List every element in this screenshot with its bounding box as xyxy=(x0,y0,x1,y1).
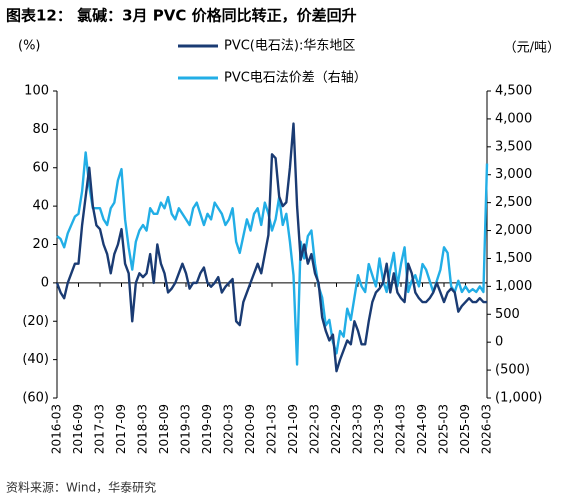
x-tick-label: 2022-09 xyxy=(329,404,343,454)
x-tick-label: 2024-03 xyxy=(394,404,408,454)
x-tick-label: 2022-03 xyxy=(308,404,322,454)
y-tick-label: (40) xyxy=(22,352,49,367)
y2-tick-label: (1,000) xyxy=(495,391,542,406)
y-tick-label: 80 xyxy=(32,122,49,137)
y-tick-label: (20) xyxy=(22,314,49,329)
y2-tick-label: 500 xyxy=(495,307,520,322)
y-tick-label: 20 xyxy=(32,237,49,252)
y-tick-label: 100 xyxy=(24,84,49,99)
x-tick-label: 2017-09 xyxy=(114,404,128,454)
y-tick-label: (60) xyxy=(22,391,49,406)
y2-axis-label: （元/吨） xyxy=(504,41,560,56)
x-tick-label: 2016-03 xyxy=(50,404,64,454)
y2-tick-label: 0 xyxy=(495,335,503,350)
x-tick-label: 2026-03 xyxy=(480,404,494,454)
y2-tick-label: 2,000 xyxy=(495,223,532,238)
x-tick-label: 2021-03 xyxy=(265,404,279,454)
x-tick-label: 2018-03 xyxy=(136,404,150,454)
legend-label: PVC(电石法):华东地区 xyxy=(224,39,355,54)
series-line xyxy=(55,122,487,373)
x-tick-label: 2023-03 xyxy=(351,404,365,454)
y-tick-label: 0 xyxy=(41,275,49,290)
x-tick-label: 2016-09 xyxy=(71,404,85,454)
y2-tick-label: 3,500 xyxy=(495,139,532,154)
x-tick-label: 2024-09 xyxy=(415,404,429,454)
y2-tick-label: 2,500 xyxy=(495,195,532,210)
y2-tick-label: (500) xyxy=(495,363,530,378)
y2-tick-label: 3,000 xyxy=(495,167,532,182)
x-tick-label: 2020-03 xyxy=(222,404,236,454)
y-axis-label: (%) xyxy=(18,39,41,54)
y2-tick-label: 1,500 xyxy=(495,251,532,266)
series-line xyxy=(56,151,489,366)
x-tick-label: 2025-03 xyxy=(437,404,451,454)
y-tick-label: 40 xyxy=(32,199,49,214)
x-tick-label: 2021-09 xyxy=(286,404,300,454)
x-tick-label: 2019-09 xyxy=(200,404,214,454)
x-tick-label: 2025-09 xyxy=(458,404,472,454)
y-tick-label: 60 xyxy=(32,160,49,175)
x-tick-label: 2020-09 xyxy=(243,404,257,454)
chart-title: 图表12： 氯碱：3月 PVC 价格同比转正，价差回升 xyxy=(6,7,357,25)
y2-tick-label: 1,000 xyxy=(495,279,532,294)
source: 资料来源：Wind，华泰研究 xyxy=(6,480,156,495)
x-tick-label: 2023-09 xyxy=(372,404,386,454)
legend-label: PVC电石法价差（右轴） xyxy=(224,71,367,86)
x-tick-label: 2019-03 xyxy=(179,404,193,454)
y2-tick-label: 4,500 xyxy=(495,84,532,99)
x-tick-label: 2017-03 xyxy=(93,404,107,454)
y2-tick-label: 4,000 xyxy=(495,111,532,126)
x-tick-label: 2018-09 xyxy=(157,404,171,454)
